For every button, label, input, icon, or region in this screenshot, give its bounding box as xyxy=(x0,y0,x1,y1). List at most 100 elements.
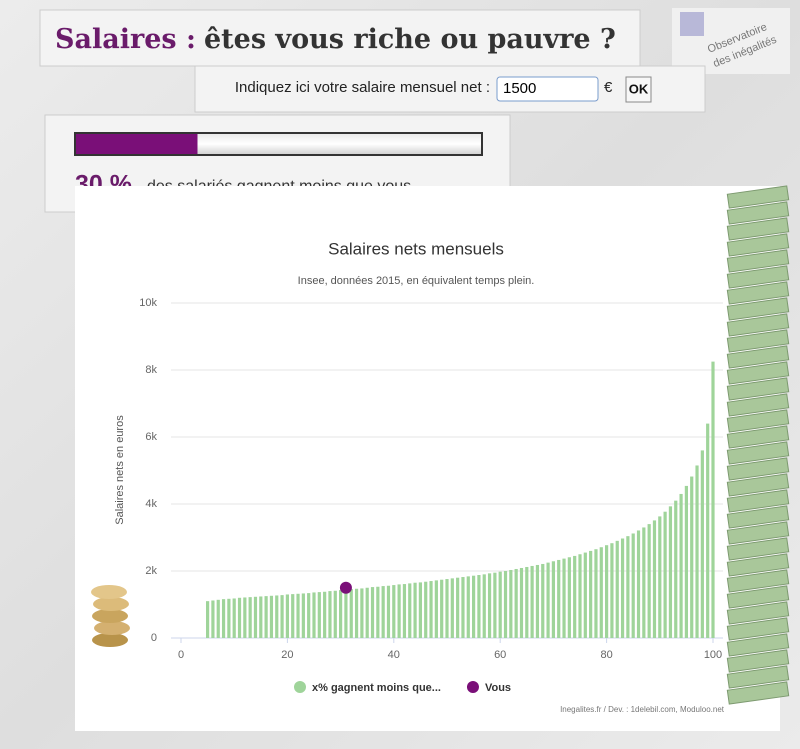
bar xyxy=(381,586,385,638)
ok-button-label[interactable]: OK xyxy=(629,81,649,96)
bar xyxy=(530,565,534,638)
bar xyxy=(631,533,635,638)
bar xyxy=(583,552,587,638)
bar xyxy=(232,598,236,638)
banknote xyxy=(726,345,790,369)
bar xyxy=(307,593,311,638)
x-tick-label: 20 xyxy=(281,649,293,661)
salary-input[interactable] xyxy=(496,76,599,102)
bar xyxy=(434,580,438,638)
header-box xyxy=(39,9,641,67)
banknote xyxy=(726,425,790,449)
ok-button[interactable] xyxy=(625,76,652,103)
bar xyxy=(408,583,412,638)
bar xyxy=(456,577,460,638)
bar xyxy=(690,476,694,638)
bar xyxy=(695,465,699,638)
bar xyxy=(546,562,550,638)
banknote xyxy=(726,649,790,673)
bar xyxy=(668,506,673,638)
bar xyxy=(429,581,433,638)
bar xyxy=(206,601,210,638)
point xyxy=(339,581,352,594)
bar xyxy=(503,571,508,638)
bar xyxy=(674,500,678,638)
bar xyxy=(296,593,300,638)
bar xyxy=(652,520,657,638)
bar xyxy=(253,596,258,638)
bar xyxy=(402,584,407,638)
banknote xyxy=(726,297,790,321)
legend-label: x% gagnent moins que... xyxy=(312,682,441,694)
bar xyxy=(594,549,598,638)
bar xyxy=(285,594,289,638)
bar xyxy=(711,361,715,638)
title-rest: êtes vous riche ou pauvre ? xyxy=(204,24,616,55)
bar xyxy=(551,561,555,638)
bar xyxy=(360,588,364,638)
banknote xyxy=(726,409,790,433)
bar xyxy=(386,585,391,638)
bar xyxy=(354,588,359,638)
bar xyxy=(323,591,327,638)
banknote xyxy=(726,217,790,241)
banknote xyxy=(726,185,790,209)
page-title: Salaires : êtes vous riche ou pauvre ? xyxy=(55,24,616,55)
bar xyxy=(557,559,561,638)
bar xyxy=(605,545,609,638)
bar xyxy=(487,573,492,638)
banknote xyxy=(726,329,790,353)
bar xyxy=(679,493,683,638)
bar xyxy=(301,593,305,638)
banknote xyxy=(726,569,790,593)
banknote xyxy=(726,537,790,561)
x-tick-label: 0 xyxy=(178,649,184,661)
bar xyxy=(573,555,577,638)
bar xyxy=(264,596,268,638)
bar xyxy=(392,585,396,638)
bar xyxy=(642,527,646,638)
y-tick-label: 0 xyxy=(151,632,157,644)
chart-box xyxy=(75,186,780,731)
bar xyxy=(317,592,321,638)
bar xyxy=(636,530,641,638)
salary-input-value[interactable]: 1500 xyxy=(503,80,536,97)
bar xyxy=(243,597,247,638)
legend-label: Vous xyxy=(485,682,511,694)
y-axis-title: Salaires nets en euros xyxy=(114,415,126,525)
banknote xyxy=(726,601,790,625)
banknote xyxy=(726,489,790,513)
bar xyxy=(700,450,704,638)
bar xyxy=(227,598,231,638)
bar xyxy=(259,596,263,638)
bar xyxy=(376,586,380,638)
title-highlight: Salaires : xyxy=(55,24,196,55)
bar xyxy=(663,511,667,638)
bar xyxy=(269,595,274,638)
bar xyxy=(589,550,593,638)
chart-credits: Inegalites.fr / Dev. : 1delebil.com, Mod… xyxy=(560,705,725,714)
bar xyxy=(562,558,566,638)
bar xyxy=(424,581,428,638)
banknote xyxy=(726,313,790,337)
bar xyxy=(440,579,444,638)
bar xyxy=(519,567,524,638)
bar xyxy=(706,423,710,638)
y-tick-label: 8k xyxy=(145,364,157,376)
bar xyxy=(349,589,353,638)
banknote xyxy=(726,585,790,609)
bar xyxy=(466,576,470,638)
bar xyxy=(291,594,295,638)
bar xyxy=(339,590,343,638)
bar xyxy=(280,595,284,638)
coins xyxy=(91,585,130,647)
banknote xyxy=(726,441,790,465)
bar xyxy=(365,587,369,638)
legend-symbol xyxy=(466,681,479,693)
bar xyxy=(413,582,417,638)
bar xyxy=(344,589,348,638)
bar xyxy=(615,540,619,638)
banknote xyxy=(726,393,790,417)
currency: € xyxy=(604,79,613,96)
